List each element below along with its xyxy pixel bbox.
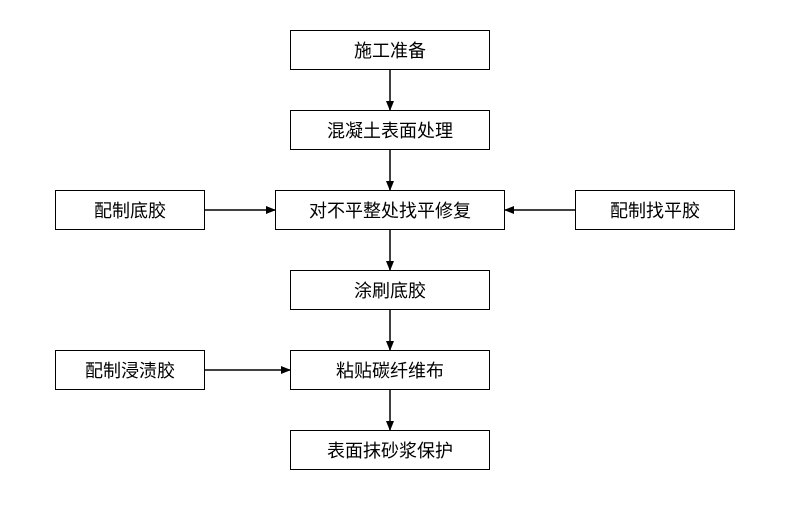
flow-node-n7: 粘贴碳纤维布	[290, 350, 490, 390]
flow-node-n9: 表面抹砂浆保护	[290, 430, 490, 470]
flow-node-label: 涂刷底胶	[354, 277, 426, 303]
flow-node-label: 表面抹砂浆保护	[327, 437, 453, 463]
flow-node-label: 配制底胶	[94, 197, 166, 223]
flow-node-n2: 混凝土表面处理	[290, 110, 490, 150]
flow-node-n5: 配制找平胶	[575, 190, 735, 230]
flow-node-label: 粘贴碳纤维布	[336, 357, 444, 383]
flow-node-n3: 对不平整处找平修复	[275, 190, 505, 230]
flow-node-n1: 施工准备	[290, 30, 490, 70]
flow-node-label: 施工准备	[354, 37, 426, 63]
flow-node-n6: 涂刷底胶	[290, 270, 490, 310]
flow-node-label: 配制浸渍胶	[85, 357, 175, 383]
flow-node-n8: 配制浸渍胶	[55, 350, 205, 390]
flow-node-label: 对不平整处找平修复	[309, 197, 471, 223]
flow-node-label: 配制找平胶	[610, 197, 700, 223]
flowchart-canvas: 施工准备混凝土表面处理对不平整处找平修复 配制底胶 配制找平胶涂刷底胶粘贴碳纤维布 配…	[0, 0, 800, 530]
flow-node-n4: 配制底胶	[55, 190, 205, 230]
flow-node-label: 混凝土表面处理	[327, 117, 453, 143]
